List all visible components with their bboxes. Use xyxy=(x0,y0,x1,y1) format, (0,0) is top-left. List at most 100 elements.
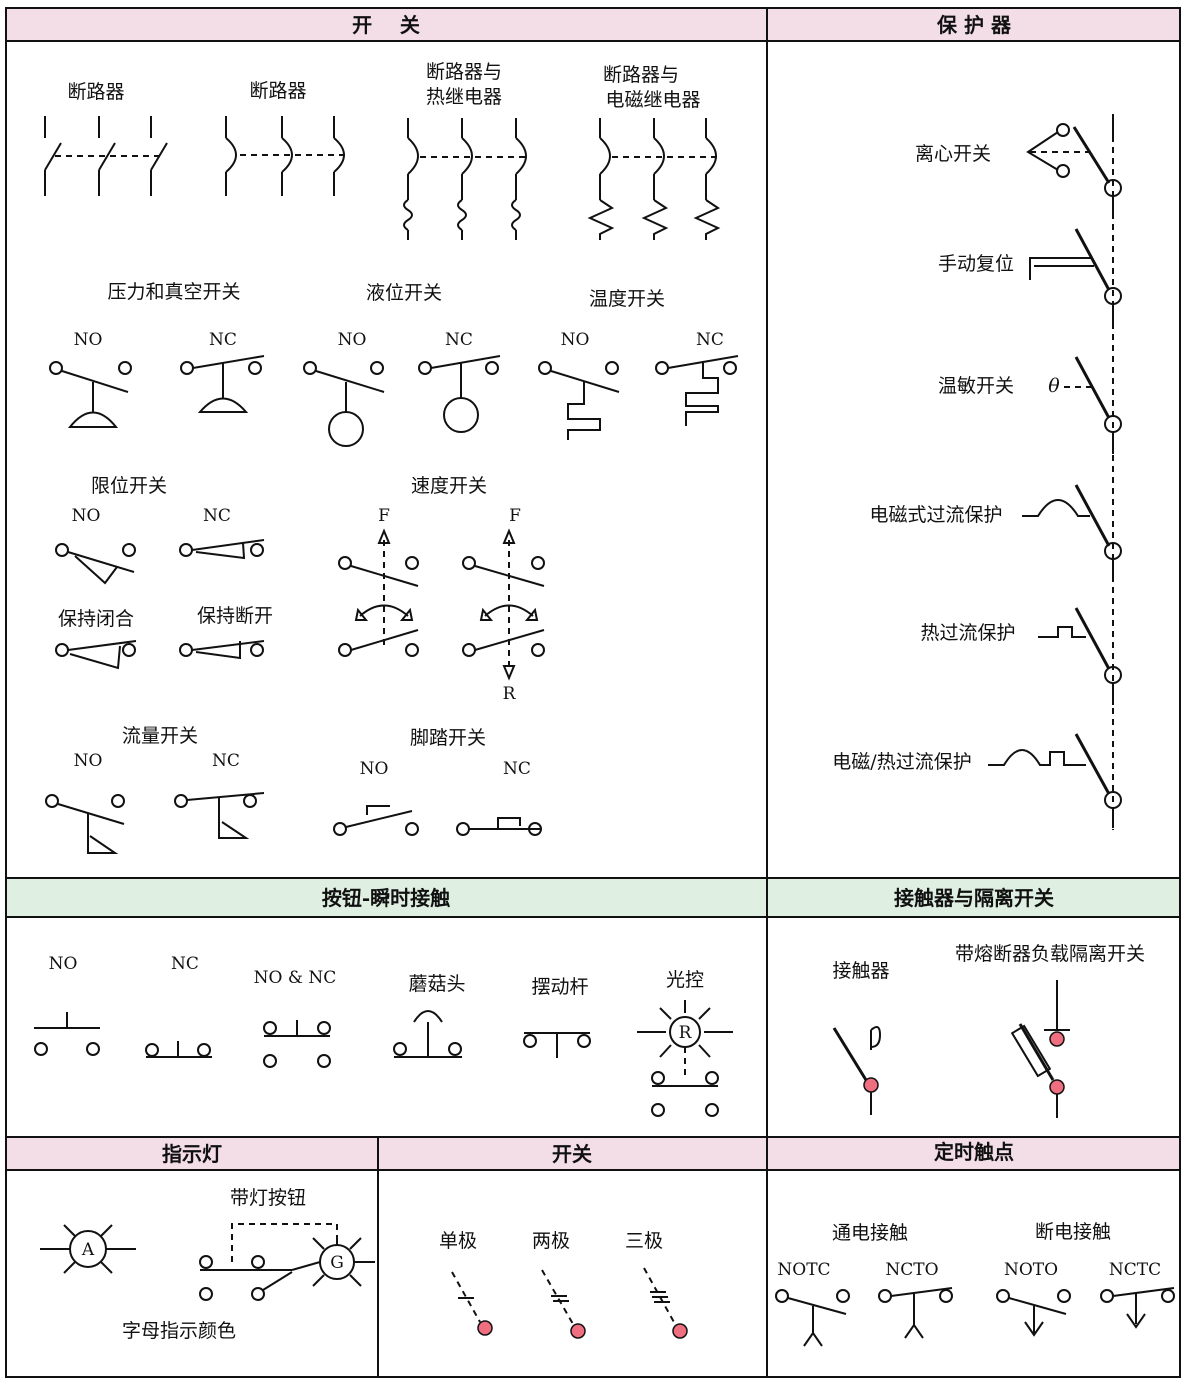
label-thermal-overload: 热过流保护 xyxy=(920,622,1015,644)
flow-no-symbol xyxy=(45,794,125,854)
label-noto: NOTO xyxy=(1004,1260,1058,1280)
magnetic-overload-symbol xyxy=(1022,484,1122,581)
label-magnetic-overload: 电磁式过流保护 xyxy=(869,504,1002,526)
label-limit-nc: NC xyxy=(203,506,231,526)
noto-symbol xyxy=(996,1289,1071,1337)
label-triple-pole: 三极 xyxy=(625,1230,663,1252)
foot-no-symbol xyxy=(333,805,419,836)
label-pb-nc: NC xyxy=(171,954,199,974)
photo-r-letter: R xyxy=(679,1023,693,1043)
label-pressure: 压力和真空开关 xyxy=(107,281,240,303)
section-switches: 开 关 xyxy=(352,13,420,37)
label-off-delay: 断电接触 xyxy=(1035,1221,1111,1243)
section-protectors: 保 护 器 xyxy=(936,13,1012,37)
liquid-no-symbol xyxy=(303,361,385,447)
label-foot-nc: NC xyxy=(503,759,531,779)
label-letter-color: 字母指示颜色 xyxy=(122,1320,236,1342)
label-pressure-nc: NC xyxy=(209,330,237,350)
label-notc: NOTC xyxy=(777,1260,830,1280)
label-speed-f1: F xyxy=(378,506,390,526)
section-contactors: 接触器与隔离开关 xyxy=(894,886,1054,910)
label-liquid-no: NO xyxy=(338,330,367,350)
pushbutton-mushroom-symbol xyxy=(393,1010,462,1058)
label-liquid: 液位开关 xyxy=(366,282,442,304)
breaker-symbol-2 xyxy=(225,116,346,196)
label-lighted-button: 带灯按钮 xyxy=(230,1187,306,1209)
pilot-light-a-letter: A xyxy=(81,1240,95,1260)
triple-pole-symbol xyxy=(643,1267,688,1339)
label-manual-reset: 手动复位 xyxy=(938,253,1014,275)
thermal-overload-symbol xyxy=(1038,607,1122,705)
label-ncto: NCTO xyxy=(885,1260,938,1280)
mag-thermal-overload-symbol xyxy=(988,733,1122,828)
breaker-symbol-1 xyxy=(44,116,168,196)
label-nctc: NCTC xyxy=(1109,1260,1161,1280)
label-breaker-magnetic-2: 电磁继电器 xyxy=(605,89,700,111)
temperature-nc-symbol xyxy=(655,355,739,426)
label-temperature-no: NO xyxy=(561,330,590,350)
label-limit: 限位开关 xyxy=(91,475,167,497)
label-flow: 流量开关 xyxy=(122,725,198,747)
speed-switch-symbol-2 xyxy=(462,528,545,681)
pressure-no-symbol xyxy=(49,361,132,428)
label-centrifugal: 离心开关 xyxy=(915,143,991,165)
label-temperature-nc: NC xyxy=(696,330,724,350)
pushbutton-no-nc-symbol xyxy=(263,1020,331,1068)
pushbutton-photo-symbol xyxy=(637,1000,733,1117)
lighted-button-symbol xyxy=(199,1223,375,1301)
label-mag-thermal-overload: 电磁/热过流保护 xyxy=(832,751,971,773)
nctc-symbol xyxy=(1100,1287,1175,1329)
label-single-pole: 单极 xyxy=(439,1230,477,1252)
thermostat-symbol xyxy=(1064,356,1122,454)
temperature-no-symbol xyxy=(538,361,620,440)
breaker-magnetic-symbol xyxy=(587,118,721,240)
label-on-delay: 通电接触 xyxy=(832,1222,908,1244)
label-breaker-magnetic-1: 断路器与 xyxy=(603,64,679,86)
label-fused-disconnect: 带熔断器负载隔离开关 xyxy=(955,943,1145,965)
label-pb-no-nc: NO & NC xyxy=(254,968,337,988)
pushbutton-wobble-symbol xyxy=(523,1032,591,1058)
held-open-symbol xyxy=(179,640,265,660)
theta-symbol: θ xyxy=(1048,375,1060,397)
label-liquid-nc: NC xyxy=(445,330,473,350)
label-pb-mushroom: 蘑菇头 xyxy=(408,973,465,995)
label-pb-no: NO xyxy=(49,954,78,974)
label-breaker-thermal-1: 断路器与 xyxy=(426,61,502,83)
label-pb-photo: 光控 xyxy=(666,969,704,991)
label-held-closed: 保持闭合 xyxy=(58,608,134,630)
liquid-nc-symbol xyxy=(418,355,501,433)
label-temperature: 温度开关 xyxy=(589,288,665,310)
pushbutton-nc-symbol xyxy=(145,1041,212,1058)
contactor-symbol xyxy=(832,1025,882,1115)
label-flow-nc: NC xyxy=(212,751,240,771)
label-held-open: 保持断开 xyxy=(197,605,273,627)
flow-nc-symbol xyxy=(174,792,265,839)
label-thermostat: 温敏开关 xyxy=(938,375,1014,397)
pushbutton-no-symbol xyxy=(34,1012,100,1056)
label-pressure-no: NO xyxy=(74,330,103,350)
pressure-nc-symbol xyxy=(180,355,265,413)
label-breaker-1: 断路器 xyxy=(67,81,124,103)
limit-no-symbol xyxy=(55,543,136,585)
label-foot: 脚踏开关 xyxy=(410,727,486,749)
held-closed-symbol xyxy=(55,640,137,670)
lighted-button-g-letter: G xyxy=(330,1253,344,1273)
section-toggle: 开关 xyxy=(552,1142,592,1166)
breaker-thermal-symbol xyxy=(403,118,527,240)
foot-nc-symbol xyxy=(456,817,542,836)
label-contactor: 接触器 xyxy=(832,960,889,982)
limit-nc-symbol xyxy=(179,539,265,560)
label-speed-f2: F xyxy=(509,506,521,526)
manual-reset-symbol xyxy=(1029,228,1122,326)
ncto-symbol xyxy=(878,1287,953,1339)
label-breaker-thermal-2: 热继电器 xyxy=(426,86,502,108)
pilot-light-symbol xyxy=(40,1224,136,1274)
label-speed: 速度开关 xyxy=(411,475,487,497)
label-speed-r: R xyxy=(503,684,517,704)
label-flow-no: NO xyxy=(74,751,103,771)
label-limit-no: NO xyxy=(72,506,101,526)
section-pilot-lights: 指示灯 xyxy=(162,1142,222,1166)
single-pole-symbol xyxy=(451,1271,493,1336)
notc-symbol xyxy=(775,1289,850,1347)
